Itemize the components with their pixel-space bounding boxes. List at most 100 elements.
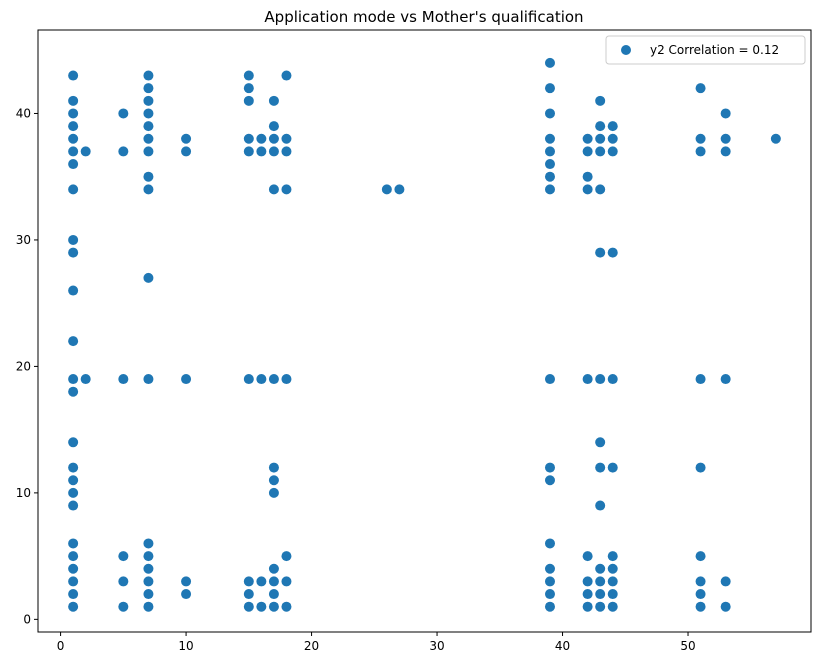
data-point xyxy=(68,576,79,587)
data-point xyxy=(143,95,154,106)
data-point xyxy=(607,146,618,157)
data-point xyxy=(544,83,555,94)
data-point xyxy=(268,589,279,600)
data-point xyxy=(68,121,79,132)
data-point xyxy=(68,487,79,498)
data-point xyxy=(268,133,279,144)
data-point xyxy=(595,576,606,587)
data-point xyxy=(256,133,267,144)
data-point xyxy=(143,83,154,94)
data-point xyxy=(582,184,593,195)
data-point xyxy=(268,475,279,486)
data-point xyxy=(544,374,555,385)
data-point xyxy=(544,171,555,182)
data-point xyxy=(607,601,618,612)
data-point xyxy=(118,374,129,385)
data-point xyxy=(582,146,593,157)
x-tick-label: 10 xyxy=(178,639,193,653)
data-point xyxy=(143,538,154,549)
data-point xyxy=(143,589,154,600)
legend-marker xyxy=(621,45,631,55)
data-point xyxy=(68,374,79,385)
data-point xyxy=(607,374,618,385)
data-point xyxy=(695,133,706,144)
data-point xyxy=(595,437,606,448)
data-point xyxy=(281,374,292,385)
data-point xyxy=(68,70,79,81)
data-point xyxy=(770,133,781,144)
data-point xyxy=(68,247,79,258)
data-point xyxy=(68,159,79,170)
data-point xyxy=(281,70,292,81)
data-point xyxy=(544,475,555,486)
data-point xyxy=(68,234,79,245)
data-point xyxy=(695,601,706,612)
y-tick-label: 40 xyxy=(16,106,31,120)
data-point xyxy=(256,601,267,612)
data-point xyxy=(256,146,267,157)
data-point xyxy=(143,108,154,119)
legend-box xyxy=(605,35,806,65)
data-point xyxy=(68,563,79,574)
data-point xyxy=(118,576,129,587)
data-point xyxy=(544,601,555,612)
x-tick-label: 20 xyxy=(304,639,319,653)
data-point xyxy=(268,601,279,612)
data-point xyxy=(68,95,79,106)
data-point xyxy=(68,462,79,473)
y-tick-label: 0 xyxy=(23,612,31,626)
data-point xyxy=(607,576,618,587)
data-point xyxy=(720,133,731,144)
data-point xyxy=(695,462,706,473)
data-point xyxy=(607,462,618,473)
data-point xyxy=(243,70,254,81)
data-point xyxy=(607,589,618,600)
data-point xyxy=(544,133,555,144)
data-point xyxy=(143,601,154,612)
data-point xyxy=(268,576,279,587)
y-tick-label: 20 xyxy=(16,359,31,373)
data-point xyxy=(281,576,292,587)
points-layer xyxy=(68,57,781,612)
data-point xyxy=(595,146,606,157)
data-point xyxy=(268,95,279,106)
data-point xyxy=(118,108,129,119)
x-tick-label: 50 xyxy=(680,639,695,653)
data-point xyxy=(243,576,254,587)
data-point xyxy=(281,133,292,144)
data-point xyxy=(582,551,593,562)
data-point xyxy=(695,83,706,94)
data-point xyxy=(595,247,606,258)
data-point xyxy=(243,146,254,157)
data-point xyxy=(695,589,706,600)
data-point xyxy=(118,601,129,612)
data-point xyxy=(243,589,254,600)
data-point xyxy=(695,374,706,385)
data-point xyxy=(607,121,618,132)
data-point xyxy=(695,551,706,562)
data-point xyxy=(143,563,154,574)
data-point xyxy=(544,589,555,600)
data-point xyxy=(118,146,129,157)
data-point xyxy=(118,551,129,562)
data-point xyxy=(544,563,555,574)
data-point xyxy=(607,563,618,574)
data-point xyxy=(582,374,593,385)
data-point xyxy=(720,374,731,385)
data-point xyxy=(720,146,731,157)
data-point xyxy=(68,184,79,195)
data-point xyxy=(695,576,706,587)
data-point xyxy=(68,336,79,347)
data-point xyxy=(544,108,555,119)
data-point xyxy=(181,133,192,144)
data-point xyxy=(720,601,731,612)
data-point xyxy=(720,576,731,587)
data-point xyxy=(582,133,593,144)
data-point xyxy=(68,386,79,397)
data-point xyxy=(544,159,555,170)
data-point xyxy=(595,601,606,612)
data-point xyxy=(281,601,292,612)
data-point xyxy=(143,576,154,587)
data-point xyxy=(268,487,279,498)
data-point xyxy=(582,171,593,182)
